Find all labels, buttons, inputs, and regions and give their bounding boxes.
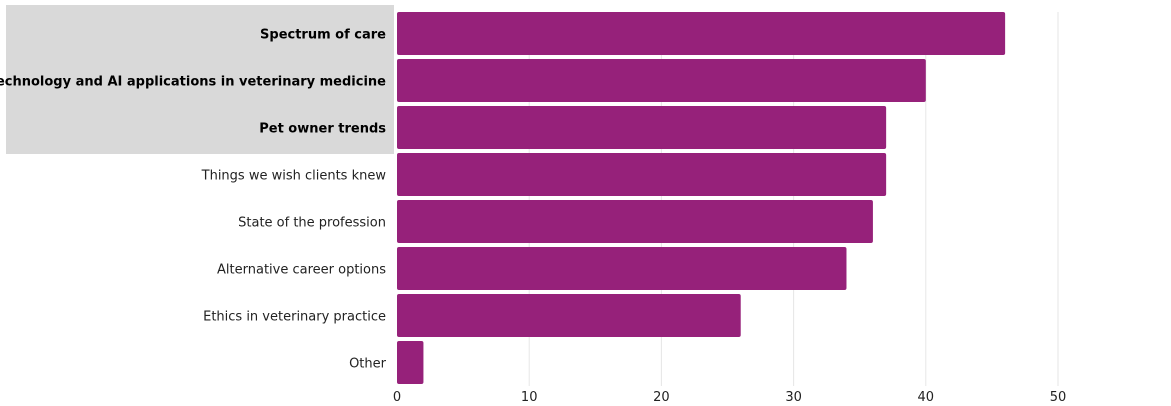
category-labels: Spectrum of care Technology and AI applic… (0, 28, 387, 372)
bar-0 (397, 12, 1006, 55)
bar-4 (397, 200, 873, 243)
category-label-7: Other (349, 357, 387, 372)
bar-5 (397, 247, 847, 290)
x-tick-label-50: 50 (1050, 390, 1067, 405)
x-tick-label-30: 30 (785, 390, 802, 405)
x-tick-label-10: 10 (521, 390, 538, 405)
highlight-band (6, 5, 394, 154)
category-label-6: Ethics in veterinary practice (203, 310, 386, 325)
category-label-0: Spectrum of care (260, 28, 386, 43)
category-label-1: Technology and AI applications in veteri… (0, 75, 386, 90)
bar-2 (397, 106, 887, 149)
category-label-4: State of the profession (238, 216, 386, 231)
category-label-5: Alternative career options (217, 263, 386, 278)
category-label-2: Pet owner trends (259, 122, 386, 137)
category-label-3: Things we wish clients knew (201, 169, 387, 184)
bar-1 (397, 59, 926, 102)
x-tick-label-40: 40 (918, 390, 935, 405)
x-tick-label-20: 20 (653, 390, 670, 405)
bar-3 (397, 153, 887, 196)
x-axis-ticks: 0 10 20 30 40 50 (393, 390, 1066, 405)
bars (397, 12, 1006, 384)
x-tick-label-0: 0 (393, 390, 401, 405)
bar-7 (397, 341, 424, 384)
bar-6 (397, 294, 741, 337)
